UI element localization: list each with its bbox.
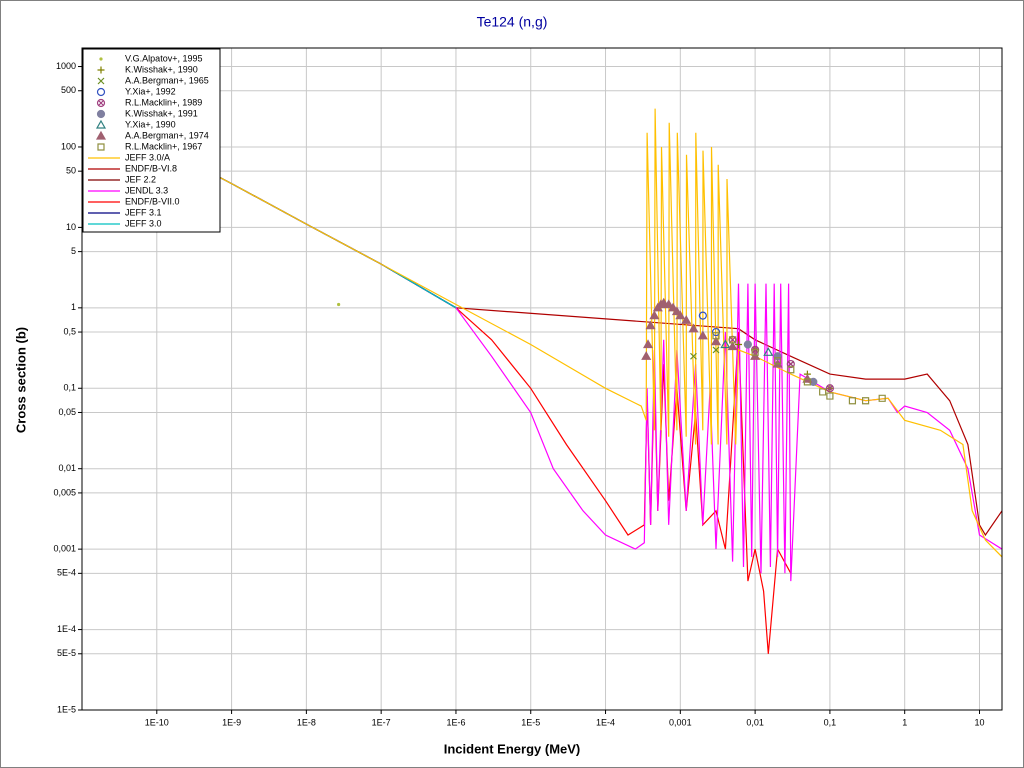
y-tick-label: 0,05: [58, 407, 76, 417]
data-point: [819, 388, 827, 396]
data-point: [649, 310, 660, 320]
legend-label: K.Wisshak+, 1990: [125, 64, 198, 74]
data-point: [848, 397, 857, 405]
data-point: [787, 366, 795, 374]
data-point: [697, 330, 708, 340]
data-point: [337, 302, 341, 307]
data-point: [735, 341, 743, 349]
legend-label: JEFF 3.1: [125, 207, 162, 217]
legend-label: A.A.Bergman+, 1974: [125, 130, 209, 140]
data-point: [681, 315, 692, 324]
data-point: [671, 306, 682, 316]
data-point: [809, 377, 818, 386]
data-point: [663, 299, 674, 309]
legend-label: K.Wisshak+, 1991: [125, 108, 198, 118]
data-point: [825, 384, 835, 393]
legend-label: R.L.Macklin+, 1989: [125, 97, 202, 107]
y-tick-label: 500: [61, 85, 76, 95]
legend-marker: [96, 98, 106, 108]
y-tick-label: 5E-5: [57, 648, 76, 658]
legend-label: Y.Xia+, 1990: [125, 119, 176, 129]
data-point: [711, 327, 721, 337]
data-point: [712, 332, 720, 340]
y-tick-label: 0,1: [63, 383, 76, 393]
legend-marker: [95, 119, 107, 129]
x-tick-label: 1E-9: [222, 717, 241, 727]
x-tick-label: 1: [902, 717, 907, 727]
x-tick-label: 0,001: [669, 717, 692, 727]
y-tick-label: 5: [71, 246, 76, 256]
y-tick-label: 1000: [56, 61, 76, 71]
plot-border: [81, 47, 1003, 711]
data-point: [878, 394, 886, 402]
legend-label: Y.Xia+, 1992: [125, 86, 176, 96]
x-tick-label: 1E-6: [446, 717, 465, 727]
legend-marker: [96, 109, 106, 119]
legend-label: JEF 2.2: [125, 174, 156, 184]
chart-title: Te124 (n,g): [477, 14, 548, 30]
x-tick-label: 1E-4: [596, 717, 615, 727]
data-point: [720, 339, 731, 349]
y-tick-label: 0,001: [53, 544, 76, 554]
legend-label: R.L.Macklin+, 1967: [125, 141, 202, 151]
data-point: [763, 347, 774, 356]
data-point: [712, 346, 720, 354]
legend-label: V.G.Alpatov+, 1995: [125, 53, 202, 63]
y-tick-label: 1: [71, 302, 76, 312]
data-point: [826, 392, 834, 400]
x-tick-label: 1E-10: [145, 717, 169, 727]
y-tick-label: 100: [61, 141, 76, 151]
legend-marker: [99, 57, 103, 61]
x-tick-label: 1E-5: [521, 717, 540, 727]
data-point: [698, 311, 707, 320]
data-point: [751, 348, 759, 356]
x-tick-label: 10: [974, 717, 984, 727]
data-point: [675, 310, 686, 320]
data-point: [774, 357, 782, 365]
legend-label: A.A.Bergman+, 1965: [125, 75, 209, 85]
series-line: [201, 108, 1002, 558]
x-tick-label: 1E-7: [372, 717, 391, 727]
legend-label: JEFF 3.0: [125, 218, 162, 228]
legend-marker: [97, 66, 105, 74]
data-point: [642, 339, 654, 349]
x-tick-label: 0,1: [824, 717, 837, 727]
x-tick-label: 1E-8: [297, 717, 316, 727]
y-tick-label: 5E-4: [57, 568, 76, 578]
legend-box: [82, 48, 221, 233]
x-axis-label: Incident Energy (MeV): [444, 741, 581, 756]
x-tick-label: 0,01: [746, 717, 764, 727]
data-point: [727, 341, 738, 351]
legend-marker: [97, 143, 105, 151]
y-tick-label: 1E-5: [57, 704, 76, 714]
y-tick-label: 1E-4: [57, 624, 76, 634]
legend-label: ENDF/B-VI.8: [125, 163, 177, 173]
y-tick-label: 0,01: [58, 463, 76, 473]
legend-label: ENDF/B-VII.0: [125, 196, 180, 206]
y-axis-label: Cross section (b): [13, 327, 28, 433]
data-point: [743, 340, 752, 349]
data-point: [668, 302, 679, 312]
data-point: [710, 336, 722, 346]
legend-marker: [95, 130, 107, 140]
data-point: [645, 320, 656, 330]
data-point: [861, 397, 870, 405]
legend-label: JENDL 3.3: [125, 185, 168, 195]
legend-label: JEFF 3.0/A: [125, 152, 170, 162]
data-point: [690, 352, 697, 360]
data-point: [658, 297, 669, 307]
data-point: [729, 336, 737, 344]
y-tick-label: 0,005: [53, 487, 76, 497]
data-point: [803, 378, 811, 386]
legend-marker: [96, 87, 106, 97]
y-tick-label: 0,5: [63, 326, 76, 336]
data-point: [641, 351, 652, 360]
legend-marker: [97, 77, 105, 85]
data-point: [688, 323, 699, 333]
plot-area: [201, 108, 1002, 654]
y-tick-label: 10: [66, 222, 76, 232]
y-tick-label: 50: [66, 166, 76, 176]
